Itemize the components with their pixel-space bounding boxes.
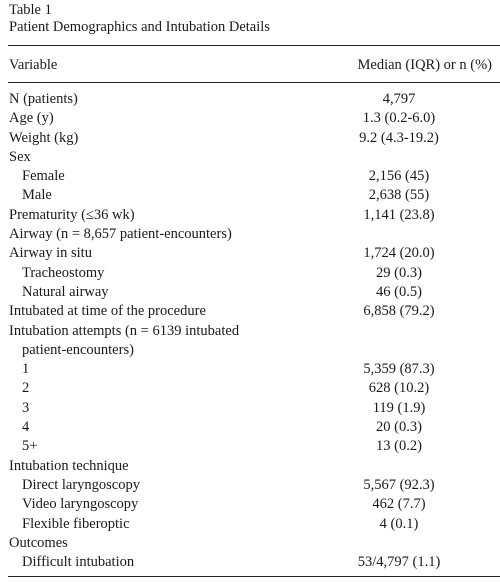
row-value: 1.3 (0.2-6.0) bbox=[362, 110, 436, 127]
table-row: Airway (n = 8,657 patient-encounters) bbox=[9, 225, 492, 244]
table-row: Video laryngoscopy 462 (7.7) bbox=[9, 495, 492, 514]
row-label: Video laryngoscopy bbox=[22, 496, 139, 513]
row-value: 2,638 (55) bbox=[368, 187, 430, 204]
row-label: Weight (kg) bbox=[9, 129, 79, 146]
row-value: 5,567 (92.3) bbox=[363, 476, 435, 493]
row-label: 5+ bbox=[22, 438, 38, 455]
row-value: 46 (0.5) bbox=[376, 283, 422, 300]
row-label: Age (y) bbox=[9, 110, 54, 127]
table-row: Weight (kg) 9.2 (4.3-19.2) bbox=[9, 129, 492, 148]
table-row: Male 2,638 (55) bbox=[9, 186, 492, 205]
row-label: Female bbox=[22, 168, 65, 185]
row-value: 1,724 (20.0) bbox=[363, 245, 435, 262]
table-header: Variable Median (IQR) or n (%) bbox=[9, 55, 492, 75]
table-row: 5+ 13 (0.2) bbox=[9, 437, 492, 456]
table-row: Intubated at time of the procedure 6,858 … bbox=[9, 302, 492, 321]
row-label: Airway (n = 8,657 patient-encounters) bbox=[9, 226, 232, 243]
table-row: patient-encounters) bbox=[9, 341, 492, 360]
table-row: Direct laryngoscopy 5,567 (92.3) bbox=[9, 476, 492, 495]
row-value: 13 (0.2) bbox=[376, 438, 422, 455]
row-label: Airway in situ bbox=[9, 245, 92, 262]
row-label: Direct laryngoscopy bbox=[22, 476, 140, 493]
row-label: Natural airway bbox=[22, 283, 109, 300]
row-label: Intubation technique bbox=[9, 457, 129, 474]
table-row: N (patients) 4,797 bbox=[9, 90, 492, 109]
row-value: 29 (0.3) bbox=[376, 264, 422, 281]
table-row: Tracheostomy 29 (0.3) bbox=[9, 264, 492, 283]
row-value: 1,141 (23.8) bbox=[363, 206, 435, 223]
table-row: Age (y) 1.3 (0.2-6.0) bbox=[9, 109, 492, 128]
bottom-rule bbox=[8, 576, 500, 577]
table-row: 2 628 (10.2) bbox=[9, 379, 492, 398]
row-value: 4 (0.1) bbox=[379, 515, 419, 532]
row-value: 5,359 (87.3) bbox=[363, 361, 435, 378]
table-row: Intubation attempts (n = 6139 intubated bbox=[9, 322, 492, 341]
row-value: 20 (0.3) bbox=[376, 419, 422, 436]
table-row: Flexible fiberoptic 4 (0.1) bbox=[9, 515, 492, 534]
row-value: 462 (7.7) bbox=[372, 496, 426, 513]
table-caption: Table 1 Patient Demographics and Intubat… bbox=[9, 2, 270, 36]
row-value: 119 (1.9) bbox=[372, 399, 426, 416]
row-label: Sex bbox=[9, 148, 31, 165]
row-label: Flexible fiberoptic bbox=[22, 515, 130, 532]
table-row: Difficult intubation 53/4,797 (1.1) bbox=[9, 553, 492, 572]
table-title: Patient Demographics and Intubation Deta… bbox=[9, 19, 270, 35]
top-rule bbox=[8, 45, 500, 46]
row-label: patient-encounters) bbox=[22, 341, 134, 358]
row-value: 53/4,797 (1.1) bbox=[357, 554, 441, 571]
row-value: 6,858 (79.2) bbox=[363, 303, 435, 320]
row-label: Intubation attempts (n = 6139 intubated bbox=[9, 322, 240, 339]
row-label: Outcomes bbox=[9, 534, 68, 551]
row-label: 4 bbox=[22, 419, 30, 436]
header-variable: Variable bbox=[9, 57, 58, 73]
header-rule bbox=[8, 82, 500, 83]
row-value: 628 (10.2) bbox=[368, 380, 430, 397]
row-label: Prematurity (≤36 wk) bbox=[9, 206, 135, 223]
row-label: 3 bbox=[22, 399, 30, 416]
table-row: Natural airway 46 (0.5) bbox=[9, 283, 492, 302]
table-row: Outcomes bbox=[9, 534, 492, 553]
table-row: Female 2,156 (45) bbox=[9, 167, 492, 186]
table-row: Intubation technique bbox=[9, 457, 492, 476]
row-value: 4,797 bbox=[382, 91, 416, 107]
table-row: 3 119 (1.9) bbox=[9, 399, 492, 418]
table-body: N (patients) 4,797 Age (y) 1.3 (0.2-6.0) W… bbox=[9, 90, 492, 572]
table-label: Table 1 bbox=[9, 2, 52, 18]
row-label: N (patients) bbox=[9, 91, 78, 107]
row-label: Tracheostomy bbox=[22, 264, 105, 281]
row-label: Intubated at time of the procedure bbox=[9, 303, 206, 320]
row-value: 9.2 (4.3-19.2) bbox=[359, 129, 439, 146]
row-label: Male bbox=[22, 187, 52, 204]
table-row: Airway in situ 1,724 (20.0) bbox=[9, 244, 492, 263]
table-row: 4 20 (0.3) bbox=[9, 418, 492, 437]
row-label: Difficult intubation bbox=[22, 554, 135, 571]
row-label: 2 bbox=[22, 380, 30, 397]
row-label: 1 bbox=[22, 361, 30, 378]
table-row: Prematurity (≤36 wk) 1,141 (23.8) bbox=[9, 206, 492, 225]
table-row: Sex bbox=[9, 148, 492, 167]
row-value: 2,156 (45) bbox=[368, 168, 430, 185]
table-row: 1 5,359 (87.3) bbox=[9, 360, 492, 379]
header-value: Median (IQR) or n (%) bbox=[357, 57, 493, 73]
